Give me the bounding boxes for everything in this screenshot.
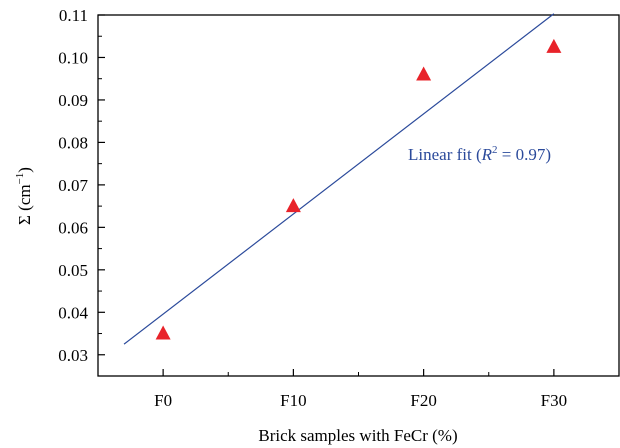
y-tick-label: 0.08 xyxy=(58,133,88,152)
y-tick-label: 0.11 xyxy=(59,6,88,25)
data-point-triangle xyxy=(155,325,171,340)
y-tick-label: 0.04 xyxy=(58,303,88,322)
y-axis-title-close: ) xyxy=(15,167,34,173)
y-axis-title: Σ (cm−1) xyxy=(14,167,34,225)
x-tick-label: F30 xyxy=(541,391,567,410)
plot-frame xyxy=(97,14,620,377)
y-tick-label: 0.07 xyxy=(58,176,88,195)
y-tick-label: 0.09 xyxy=(58,91,88,110)
x-axis-title: Brick samples with FeCr (%) xyxy=(258,426,457,445)
data-points xyxy=(155,38,562,340)
data-point-triangle xyxy=(546,38,562,53)
y-axis: 0.03 0.04 0.05 0.06 0.07 0.08 0.09 0.10 0.11 xyxy=(58,6,105,365)
x-tick-label: F0 xyxy=(154,391,172,410)
x-axis: F0 F10 F20 F30 xyxy=(154,369,567,410)
fit-annotation-prefix: Linear fit ( xyxy=(408,145,482,164)
y-tick-label: 0.06 xyxy=(58,218,88,237)
fit-annotation-r: R xyxy=(481,145,493,164)
x-tick-label: F10 xyxy=(280,391,306,410)
data-point-triangle xyxy=(285,198,301,213)
y-tick-label: 0.05 xyxy=(58,261,88,280)
x-tick-label: F20 xyxy=(410,391,436,410)
fit-annotation: Linear fit (R2 = 0.97) xyxy=(408,144,551,164)
fit-annotation-rest: = 0.97) xyxy=(498,145,552,164)
fit-annotation-sup: 2 xyxy=(492,144,498,156)
y-axis-title-main: Σ (cm xyxy=(15,184,34,225)
y-tick-label: 0.03 xyxy=(58,346,88,365)
linear-fit-line xyxy=(123,13,555,345)
y-tick-label: 0.10 xyxy=(58,48,88,67)
y-axis-title-sup: −1 xyxy=(14,173,26,185)
data-point-triangle xyxy=(416,66,432,81)
